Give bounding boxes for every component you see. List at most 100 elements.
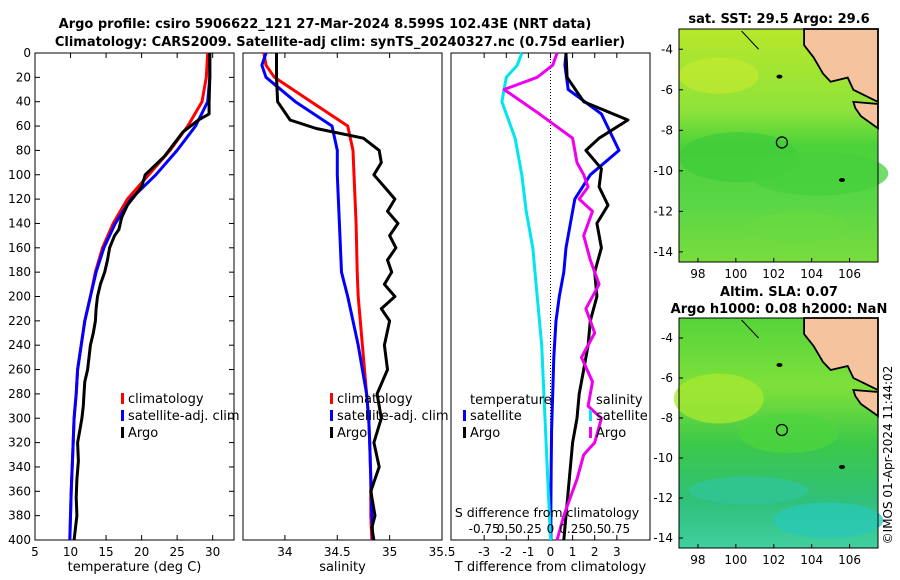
y-tick-label: 240 <box>8 338 31 352</box>
coastline-fragment <box>741 319 759 339</box>
y-tick-label: 260 <box>8 363 31 377</box>
legend-swatch <box>463 410 466 421</box>
y-tick-label: 320 <box>8 436 31 450</box>
y-tick-label: 80 <box>16 143 31 157</box>
x-tick-label: -2 <box>500 545 512 559</box>
x-tick-label: 20 <box>134 545 149 559</box>
map-field-patch <box>773 502 884 539</box>
legend-label: Argo <box>128 426 158 441</box>
y-tick-label: -14 <box>653 531 673 545</box>
y-tick-label: 20 <box>16 70 31 84</box>
map-frame <box>678 28 879 263</box>
x-tick-label: 34 <box>277 545 292 559</box>
map-field-patch <box>678 57 759 94</box>
y-tick-label: 60 <box>16 119 31 133</box>
island-marker <box>776 74 783 79</box>
x-tick-label: 35 <box>382 545 397 559</box>
salinity-panel: 34 34.5 35 35.5 salinity climatology satellite… <box>242 52 455 575</box>
x-axis-label: salinity <box>319 560 366 575</box>
x-tick-label: 98 <box>690 553 705 567</box>
argo-position-marker <box>775 423 789 437</box>
y-tick-label: -14 <box>653 245 673 259</box>
legend-label: climatology <box>128 392 204 407</box>
legend-label: satellite-adj. clim <box>337 409 449 424</box>
series-line-satellite-adj-clim <box>260 52 375 541</box>
s-tick-label: 0.25 <box>515 522 542 536</box>
x-tick-label: 10 <box>63 545 78 559</box>
island-marker <box>838 465 845 469</box>
legend-swatch <box>330 427 333 438</box>
figure-title-line1: Argo profile: csiro 5906622_121 27-Mar-2… <box>59 17 592 32</box>
sla-map-title-line2: Argo h1000: 0.08 h2000: NaN <box>671 302 888 317</box>
y-tick-label: 120 <box>8 192 31 206</box>
x-tick-label: 104 <box>800 553 823 567</box>
legend-swatch <box>330 393 333 404</box>
x-tick-label: 15 <box>98 545 113 559</box>
x-tick-label: -3 <box>478 545 490 559</box>
sst-map-title: sat. SST: 29.5 Argo: 29.6 <box>688 12 869 27</box>
x-tick-label: 1 <box>569 545 577 559</box>
x-tick-label: 100 <box>724 267 747 281</box>
legend-label: climatology <box>337 392 413 407</box>
y-tick-label: 280 <box>8 387 31 401</box>
x-tick-label: 34.5 <box>324 545 351 559</box>
x-tick-label: 106 <box>838 553 861 567</box>
legend-title-temperature: temperature <box>470 393 552 408</box>
x-tick-label: 102 <box>762 267 785 281</box>
legend-swatch <box>589 427 592 438</box>
sla-map-panel: 98 100 102 104 106 -4 -6 -8 -10 -12 -14 Altim. SLA:… <box>653 285 887 567</box>
x-tick-label: 100 <box>724 553 747 567</box>
plot-frame <box>34 52 235 541</box>
y-tick-label: -6 <box>661 371 673 385</box>
legend-label: Argo <box>596 426 626 441</box>
legend-swatch <box>330 410 333 421</box>
y-tick-label: 300 <box>8 411 31 425</box>
y-tick-label: 40 <box>16 95 31 109</box>
y-tick-label: 100 <box>8 168 31 182</box>
y-tick-label: 340 <box>8 460 31 474</box>
legend-label: Argo <box>470 426 500 441</box>
legend-label: satellite-adj. clim <box>128 409 240 424</box>
argo-position-marker <box>775 136 789 149</box>
s-axis-label: S difference from climatology <box>455 505 640 520</box>
legend-swatch <box>121 427 124 438</box>
legend-swatch <box>121 410 124 421</box>
map-field-patch <box>688 476 809 505</box>
x-tick-label: 0 <box>547 545 555 559</box>
imos-watermark: ©IMOS 01-Apr-2024 11:44:02 <box>881 366 895 545</box>
series-line-argo <box>275 53 400 541</box>
sla-map-title-line1: Altim. SLA: 0.07 <box>720 285 838 300</box>
legend-label: Argo <box>337 426 367 441</box>
island-marker <box>776 363 783 367</box>
y-tick-label: -10 <box>653 451 673 465</box>
x-tick-label: 5 <box>31 545 39 559</box>
map-field-patch <box>738 413 839 453</box>
x-tick-label: 25 <box>170 545 185 559</box>
series-line-s-argo <box>502 52 603 541</box>
legend-title-salinity: salinity <box>596 393 643 408</box>
s-tick-label: 0.5 <box>497 522 516 536</box>
y-tick-label: -4 <box>661 42 673 56</box>
x-axis-label: T difference from climatology <box>454 560 647 575</box>
series-line-t-satellite <box>549 52 621 540</box>
y-tick-label: -6 <box>661 83 673 97</box>
y-tick-label: 380 <box>8 509 31 523</box>
x-tick-label: 98 <box>690 267 705 281</box>
map-frame <box>678 317 879 549</box>
map-field-patch <box>748 151 889 196</box>
series-line-satellite-adj-clim <box>68 53 212 541</box>
y-tick-label: 0 <box>23 46 31 60</box>
y-tick-label: -12 <box>653 204 673 218</box>
sst-map-panel: 98 100 102 104 106 -4 -6 -8 -10 -12 -14 sat. SST: 2… <box>653 12 889 281</box>
x-tick-label: 2 <box>591 545 599 559</box>
x-tick-label: 3 <box>613 545 621 559</box>
island-marker <box>838 177 845 182</box>
s-tick-label: 0.5 <box>585 522 604 536</box>
y-tick-label: 360 <box>8 484 31 498</box>
y-tick-label: -8 <box>661 123 673 137</box>
x-axis-label: temperature (deg C) <box>68 560 202 575</box>
s-tick-label: -0.75 <box>469 522 500 536</box>
y-tick-label: 200 <box>8 290 31 304</box>
y-tick-label: -8 <box>661 411 673 425</box>
java-landmass <box>852 100 879 131</box>
